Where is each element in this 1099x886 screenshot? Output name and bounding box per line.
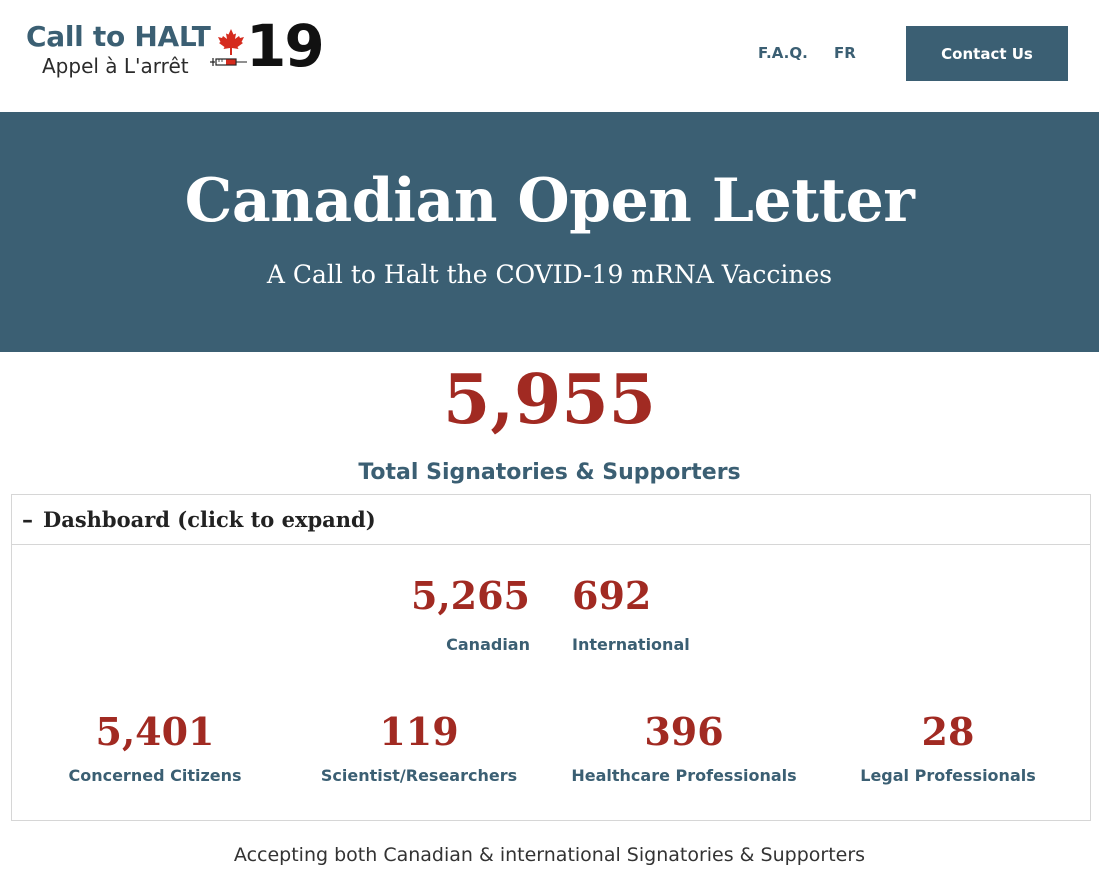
logo-subtitle: Appel à L'arrêt (42, 54, 189, 78)
acceptance-note: Accepting both Canadian & international … (233, 844, 866, 866)
category-label: Legal Professionals (860, 766, 1036, 785)
category-scientists: 119 Scientist/Researchers (284, 709, 554, 785)
nav-language-link[interactable]: FR (834, 44, 856, 62)
hero-banner: Canadian Open Letter A Call to Halt the … (0, 112, 1099, 352)
category-healthcare: 396 Healthcare Professionals (549, 709, 819, 785)
category-count: 119 (379, 709, 459, 754)
site-logo[interactable]: Call to HALT 19 Appel à L'arrêt (26, 12, 326, 84)
international-label: International (572, 635, 690, 654)
category-concerned-citizens: 5,401 Concerned Citizens (20, 709, 290, 785)
logo-title: Call to HALT (26, 20, 211, 53)
dashboard-panel: – Dashboard (click to expand) 5,265 Cana… (11, 494, 1091, 821)
dashboard-toggle-header[interactable]: – Dashboard (click to expand) (12, 495, 1090, 545)
category-label: Healthcare Professionals (571, 766, 797, 785)
category-count: 396 (644, 709, 724, 754)
canadian-label: Canadian (446, 635, 530, 654)
page-title: Canadian Open Letter (184, 166, 915, 236)
category-count: 28 (921, 709, 975, 754)
total-signatories-count: 5,955 (443, 360, 656, 440)
total-signatories-label: Total Signatories & Supporters (358, 460, 741, 485)
collapse-icon: – (22, 506, 33, 533)
page-subtitle: A Call to Halt the COVID-19 mRNA Vaccine… (266, 260, 833, 289)
contact-us-button[interactable]: Contact Us (906, 26, 1068, 81)
international-count: 692 (572, 573, 652, 618)
category-count: 5,401 (95, 709, 215, 754)
syringe-icon (210, 58, 247, 66)
logo-number: 19 (246, 12, 325, 80)
category-label: Scientist/Researchers (320, 766, 518, 785)
category-legal: 28 Legal Professionals (813, 709, 1083, 785)
site-header: Call to HALT 19 Appel à L'arrêt F.A.Q. F… (0, 0, 1099, 112)
maple-leaf-icon (218, 29, 244, 55)
nav-faq-link[interactable]: F.A.Q. (758, 44, 808, 62)
dashboard-title: Dashboard (click to expand) (43, 507, 376, 532)
canadian-count: 5,265 (411, 573, 530, 618)
category-label: Concerned Citizens (68, 766, 242, 785)
